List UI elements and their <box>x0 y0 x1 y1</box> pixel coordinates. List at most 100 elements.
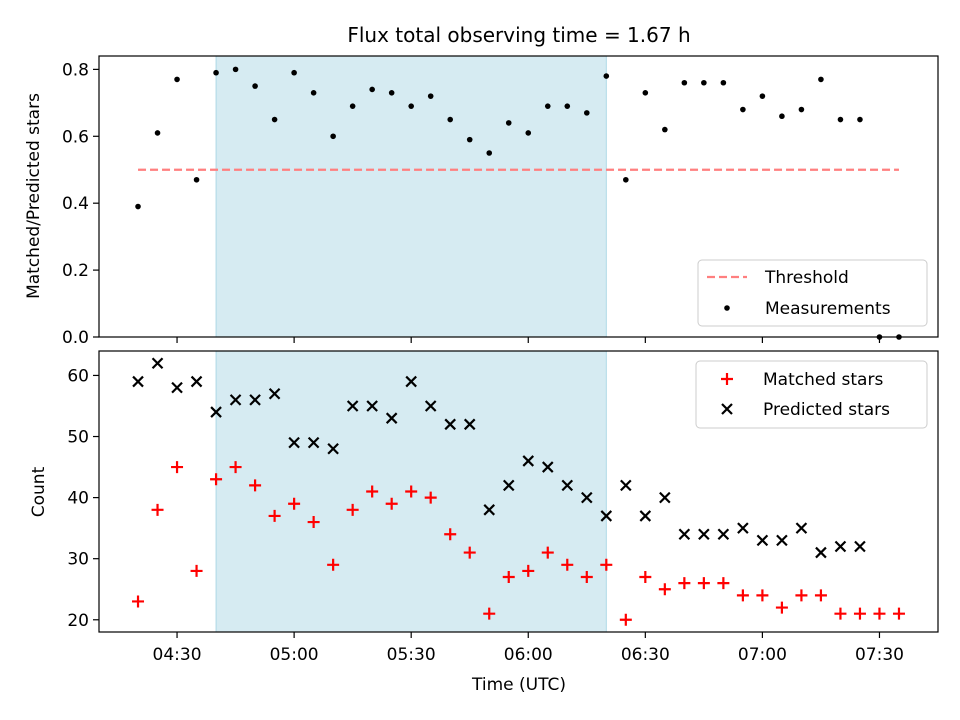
matched-star-point <box>580 571 593 584</box>
matched-star-point <box>717 577 730 590</box>
legend-predicted-label: Predicted stars <box>763 400 890 420</box>
predicted-star-point <box>190 375 203 388</box>
predicted-star-point <box>229 394 242 406</box>
figure-title: Flux total observing time = 1.67 h <box>347 23 690 47</box>
predicted-star-point <box>288 436 300 449</box>
matched-star-point <box>775 601 788 614</box>
predicted-star-point <box>541 461 554 473</box>
predicted-star-point <box>132 375 144 388</box>
y-tick-label: 20 <box>67 611 89 631</box>
predicted-star-point <box>756 534 769 547</box>
top-legend: Threshold Measurements <box>697 259 928 327</box>
measurement-point <box>583 110 590 116</box>
measurement-point <box>740 106 746 113</box>
y-tick-label: 30 <box>67 550 89 570</box>
matched-star-point <box>756 589 769 602</box>
legend-predicted-swatch <box>721 403 733 415</box>
top-shaded-span <box>215 55 607 338</box>
bottom-legend: Matched stars Predicted stars <box>695 360 928 429</box>
x-tick-label: 05:00 <box>270 645 319 665</box>
predicted-star-point <box>678 528 691 541</box>
measurement-point <box>232 66 239 73</box>
measurement-point <box>369 86 375 93</box>
matched-star-point <box>639 571 652 584</box>
measurement-point <box>154 130 161 136</box>
bottom-y-axis-label: Count <box>29 466 49 517</box>
measurement-point <box>193 176 200 183</box>
measurement-point <box>623 176 629 183</box>
bottom-panel: 20 30 40 50 60 04:30 05:00 05:30 06:00 06:30 07:0… <box>29 350 939 695</box>
bottom-x-axis: 04:30 05:00 05:30 06:00 06:30 07:00 07:30 <box>153 632 904 665</box>
bottom-legend-box <box>695 360 928 429</box>
top-x-ticks <box>176 337 881 343</box>
predicted-star-point <box>151 357 164 369</box>
predicted-star-point <box>366 400 378 412</box>
matched-star-point <box>658 583 671 596</box>
y-tick-label: 0.2 <box>62 261 89 281</box>
predicted-star-point <box>795 522 808 534</box>
predicted-star-point <box>307 436 320 449</box>
measurement-point <box>642 89 649 96</box>
legend-matched-swatch <box>721 373 733 385</box>
measurement-point <box>466 136 473 143</box>
measurement-point <box>213 69 219 76</box>
legend-measurements-swatch <box>724 305 730 311</box>
x-tick-label: 06:00 <box>504 645 553 665</box>
matched-star-point <box>561 558 574 571</box>
predicted-star-point <box>620 479 632 492</box>
x-tick-label: 05:30 <box>387 645 436 665</box>
matched-star-point <box>697 577 710 590</box>
matched-star-point <box>171 461 184 474</box>
y-tick-label: 0.0 <box>62 328 89 348</box>
top-axes-frame <box>98 55 939 338</box>
legend-measurements-label: Measurements <box>765 299 891 319</box>
matched-star-point <box>892 607 905 620</box>
predicted-star-point <box>561 479 574 492</box>
matched-star-point <box>795 589 808 602</box>
predicted-star-point <box>249 394 261 406</box>
predicted-star-point <box>385 412 398 424</box>
predicted-star-point <box>581 491 593 504</box>
measurement-point <box>388 89 395 96</box>
measurement-point <box>349 103 356 109</box>
bottom-axes-frame <box>98 350 939 633</box>
top-y-axis: 0.0 0.2 0.4 0.6 0.8 <box>62 60 99 348</box>
matched-star-point <box>366 485 379 498</box>
matched-star-point <box>619 613 632 626</box>
measurement-point <box>135 203 141 210</box>
y-tick-label: 0.4 <box>62 194 89 214</box>
measurement-point <box>798 106 805 113</box>
top-legend-box <box>697 259 928 327</box>
measurement-point <box>174 76 180 83</box>
y-tick-label: 50 <box>67 428 89 448</box>
matched-star-point <box>463 546 476 559</box>
predicted-star-point <box>444 418 456 431</box>
measurement-point <box>291 69 297 76</box>
matched-star-point <box>483 607 496 620</box>
legend-matched-label: Matched stars <box>763 370 883 390</box>
matched-star-point <box>873 607 886 620</box>
y-tick-label: 40 <box>67 489 89 509</box>
predicted-star-point <box>483 504 496 516</box>
measurement-point <box>525 130 532 136</box>
matched-star-point <box>268 509 281 522</box>
measurement-point <box>330 133 336 140</box>
matched-star-point <box>814 589 827 602</box>
predicted-star-point <box>776 534 788 547</box>
matched-star-point <box>834 607 847 620</box>
x-tick-label: 07:00 <box>738 645 787 665</box>
matched-star-point <box>210 473 223 486</box>
matched-star-point <box>151 503 164 516</box>
matched-star-point <box>249 479 262 492</box>
measurement-point <box>447 116 454 123</box>
measurement-point <box>701 79 707 86</box>
predicted-star-point <box>210 406 222 418</box>
predicted-star-point <box>737 522 749 534</box>
matched-star-point <box>522 564 535 577</box>
y-tick-label: 0.6 <box>62 127 89 147</box>
measurement-point <box>505 120 512 126</box>
predicted-star-point <box>171 381 183 394</box>
measurement-point <box>720 79 727 86</box>
predicted-star-point <box>815 546 827 559</box>
matched-star-point <box>307 516 320 529</box>
